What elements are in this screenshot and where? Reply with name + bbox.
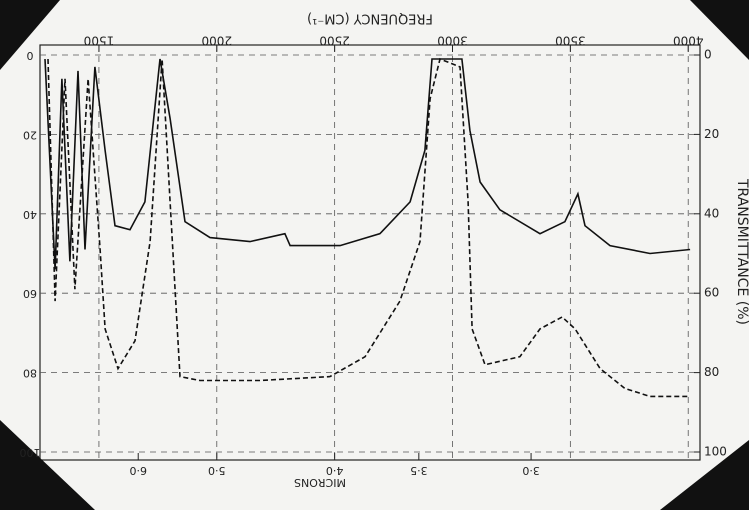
- corner: [690, 0, 749, 60]
- spectrum-line: [47, 57, 691, 398]
- y-tick-label: 100: [704, 445, 727, 459]
- x-tick-label: 2500: [319, 34, 350, 48]
- corner: [660, 440, 749, 510]
- y-tick-label-left: 20: [23, 128, 37, 141]
- y-tick-label: 60: [704, 286, 719, 300]
- x2-tick-label: 3·5: [410, 464, 428, 477]
- y-tick-label-left: 80: [23, 367, 37, 380]
- x2-tick-label: 3·0: [522, 464, 540, 477]
- y-tick-label-left: 0: [27, 49, 34, 62]
- plot-frame: [39, 44, 701, 461]
- y-tick-label: 80: [704, 365, 719, 379]
- y-tick-label: 40: [704, 206, 719, 220]
- x2-tick-label: 5·0: [208, 464, 226, 477]
- x2-tick-label: 6·0: [129, 464, 147, 477]
- x-tick-label: 1500: [84, 34, 115, 48]
- y-tick-label: 0: [704, 48, 712, 62]
- x-tick-label: 3000: [437, 34, 468, 48]
- x-tick-label: 2000: [202, 34, 233, 48]
- y-tick-label-left: 40: [23, 208, 37, 221]
- y-tick-label-left: 100: [20, 446, 41, 459]
- x2-axis-title: MICRONS: [294, 476, 346, 489]
- x-tick-label: 3500: [555, 34, 586, 48]
- x-tick-label: 4000: [673, 34, 704, 48]
- x2-tick-label: 4·0: [326, 464, 344, 477]
- spectrum-line: [44, 58, 691, 270]
- y-tick-label: 20: [704, 127, 719, 141]
- corner: [0, 0, 60, 70]
- y-axis-title: TRANSMITTANCE (%): [734, 178, 749, 325]
- x-axis-title: FREQUENCY (CM⁻¹): [307, 11, 433, 26]
- corner: [0, 420, 95, 510]
- y-tick-label-left: 60: [23, 287, 37, 300]
